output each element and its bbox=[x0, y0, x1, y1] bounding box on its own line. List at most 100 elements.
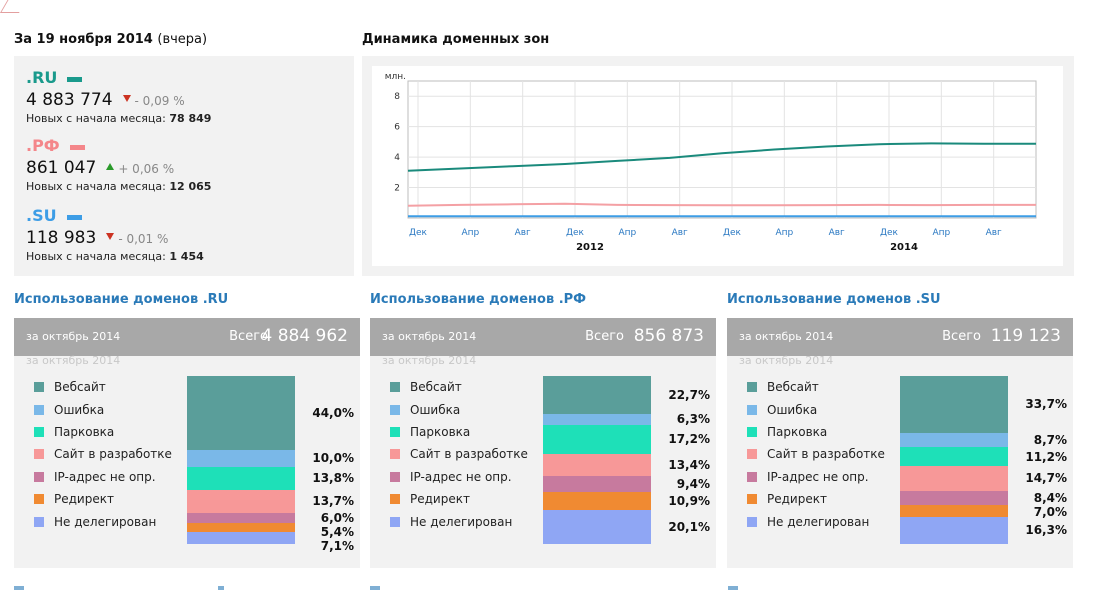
usage-period: за октябрь 2014 bbox=[382, 330, 477, 343]
zone-name[interactable]: .SU bbox=[26, 206, 57, 225]
bar-segment[interactable] bbox=[900, 516, 1008, 544]
legend-label: Парковка bbox=[767, 424, 828, 439]
legend-swatch bbox=[747, 382, 757, 393]
legend-label: Сайт в разработке bbox=[410, 447, 528, 462]
bar-segment[interactable] bbox=[900, 504, 1008, 517]
y-tick-label: 6 bbox=[394, 123, 400, 133]
usage-total: 856 873 bbox=[633, 326, 704, 346]
bar-percent-label: 5,4% bbox=[320, 524, 354, 539]
usage-header: за октябрь 2014 Всего 856 873 bbox=[370, 318, 716, 356]
x-tick-label: Дек bbox=[880, 228, 899, 238]
zone-su: .SU 118 983 - 0,01 % Новых с начала меся… bbox=[26, 206, 204, 263]
bar-segment[interactable] bbox=[187, 449, 295, 467]
zone-new-label: Новых с начала месяца: bbox=[26, 112, 166, 125]
bar-segment[interactable] bbox=[187, 489, 295, 513]
bar-percent-label: 16,3% bbox=[1025, 523, 1067, 538]
summary-title: За 19 ноября 2014 (вчера) bbox=[14, 32, 207, 47]
bar-segment[interactable] bbox=[543, 376, 651, 415]
legend-item: Сайт в разработке bbox=[34, 443, 172, 465]
legend-swatch bbox=[747, 494, 757, 505]
dynamics-title: Динамика доменных зон bbox=[362, 32, 550, 47]
zone-new-since-month: Новых с начала месяца: 78 849 bbox=[26, 112, 211, 125]
bar-percent-label: 7,0% bbox=[1033, 504, 1067, 519]
zone-change-value: - 0,01 % bbox=[118, 232, 169, 246]
usage-total-label: Всего bbox=[942, 329, 981, 344]
legend-item: IP-адрес не опр. bbox=[34, 466, 172, 488]
bar-segment[interactable] bbox=[900, 466, 1008, 491]
bar-segment[interactable] bbox=[900, 447, 1008, 467]
legend-label: Парковка bbox=[54, 424, 115, 439]
bar-percent-label: 8,7% bbox=[1033, 432, 1067, 447]
x-tick-label: Апр bbox=[461, 228, 479, 238]
bar-segment[interactable] bbox=[543, 491, 651, 511]
legend-item: Вебсайт bbox=[747, 376, 885, 398]
zone-change-value: - 0,09 % bbox=[134, 94, 185, 108]
legend-label: IP-адрес не опр. bbox=[767, 469, 869, 484]
bar-percent-label: 20,1% bbox=[668, 520, 710, 535]
legend-item: IP-адрес не опр. bbox=[747, 466, 885, 488]
legend-item: Вебсайт bbox=[34, 376, 172, 398]
usage-total-label: Всего bbox=[229, 329, 268, 344]
x-year-label: 2012 bbox=[576, 242, 604, 253]
legend-label: Вебсайт bbox=[54, 380, 106, 395]
zone-name[interactable]: .RU bbox=[26, 68, 58, 87]
legend-label: Не делегирован bbox=[767, 514, 870, 529]
usage-title[interactable]: Использование доменов .RU bbox=[14, 292, 229, 307]
zone-new-value: 12 065 bbox=[169, 180, 212, 193]
legend-swatch bbox=[747, 516, 757, 527]
legend-label: Редирект bbox=[410, 492, 470, 507]
legend-swatch bbox=[747, 404, 757, 415]
bar-segment[interactable] bbox=[187, 523, 295, 533]
legend-swatch bbox=[34, 382, 44, 393]
bar-percent-label: 14,7% bbox=[1025, 471, 1067, 486]
next-section-link-fragment bbox=[728, 586, 738, 590]
bar-segment[interactable] bbox=[543, 414, 651, 425]
legend-swatch bbox=[390, 494, 400, 505]
bar-segment[interactable] bbox=[543, 476, 651, 492]
usage-title[interactable]: Использование доменов .SU bbox=[727, 292, 941, 307]
bar-segment[interactable] bbox=[543, 424, 651, 454]
zone-count: 4 883 774 bbox=[26, 90, 113, 110]
usage-stacked-bar bbox=[543, 376, 651, 544]
bar-segment[interactable] bbox=[900, 432, 1008, 448]
zone-name[interactable]: .РФ bbox=[26, 136, 60, 155]
legend-item: Не делегирован bbox=[34, 510, 172, 532]
bar-segment[interactable] bbox=[900, 376, 1008, 433]
series-line-ru bbox=[407, 142, 1036, 172]
usage-title[interactable]: Использование доменов .РФ bbox=[370, 292, 587, 307]
zone-ru: .RU 4 883 774 - 0,09 % Новых с начала ме… bbox=[26, 68, 211, 125]
x-year-label: 2014 bbox=[890, 242, 918, 253]
next-section-link-fragment bbox=[14, 586, 24, 590]
trend-down-icon bbox=[122, 95, 131, 102]
legend-swatch bbox=[747, 426, 757, 437]
usage-period-ghost: за октябрь 2014 bbox=[382, 354, 477, 367]
bar-percent-label: 10,9% bbox=[668, 494, 710, 509]
zone-summary-panel: .RU 4 883 774 - 0,09 % Новых с начала ме… bbox=[14, 56, 354, 276]
zone-rf: .РФ 861 047 + 0,06 % Новых с начала меся… bbox=[26, 136, 211, 193]
usage-card: за октябрь 2014 Всего 856 873 за октябрь 20… bbox=[370, 318, 716, 568]
zone-color-swatch bbox=[67, 76, 83, 82]
x-tick-label: Дек bbox=[566, 228, 585, 238]
legend-label: IP-адрес не опр. bbox=[410, 469, 512, 484]
legend-label: Сайт в разработке bbox=[767, 447, 885, 462]
next-section-link-fragment bbox=[370, 586, 380, 590]
dynamics-chart-svg: 2 4 6 8 млн. Дек Апр Авг Дек Апр Авг Дек Апр Авг Дек Ап… bbox=[385, 72, 1037, 253]
bar-percent-label: 33,7% bbox=[1025, 397, 1067, 412]
zone-change: - 0,09 % bbox=[122, 94, 185, 108]
bar-segment[interactable] bbox=[900, 490, 1008, 505]
legend-item: Парковка bbox=[34, 421, 172, 443]
usage-period-ghost: за октябрь 2014 bbox=[739, 354, 834, 367]
legend-label: Ошибка bbox=[54, 402, 105, 417]
legend-item: Ошибка bbox=[34, 398, 172, 420]
bar-segment[interactable] bbox=[187, 532, 295, 544]
bar-percent-label: 9,4% bbox=[676, 477, 710, 492]
bar-segment[interactable] bbox=[543, 510, 651, 544]
plot-area bbox=[407, 80, 1037, 219]
bar-segment[interactable] bbox=[187, 466, 295, 490]
bar-percent-label: 44,0% bbox=[312, 405, 354, 420]
bar-segment[interactable] bbox=[543, 453, 651, 477]
bar-segment[interactable] bbox=[187, 376, 295, 450]
legend-item: Редирект bbox=[34, 488, 172, 510]
bar-segment[interactable] bbox=[187, 512, 295, 523]
usage-stacked-bar bbox=[187, 376, 295, 544]
